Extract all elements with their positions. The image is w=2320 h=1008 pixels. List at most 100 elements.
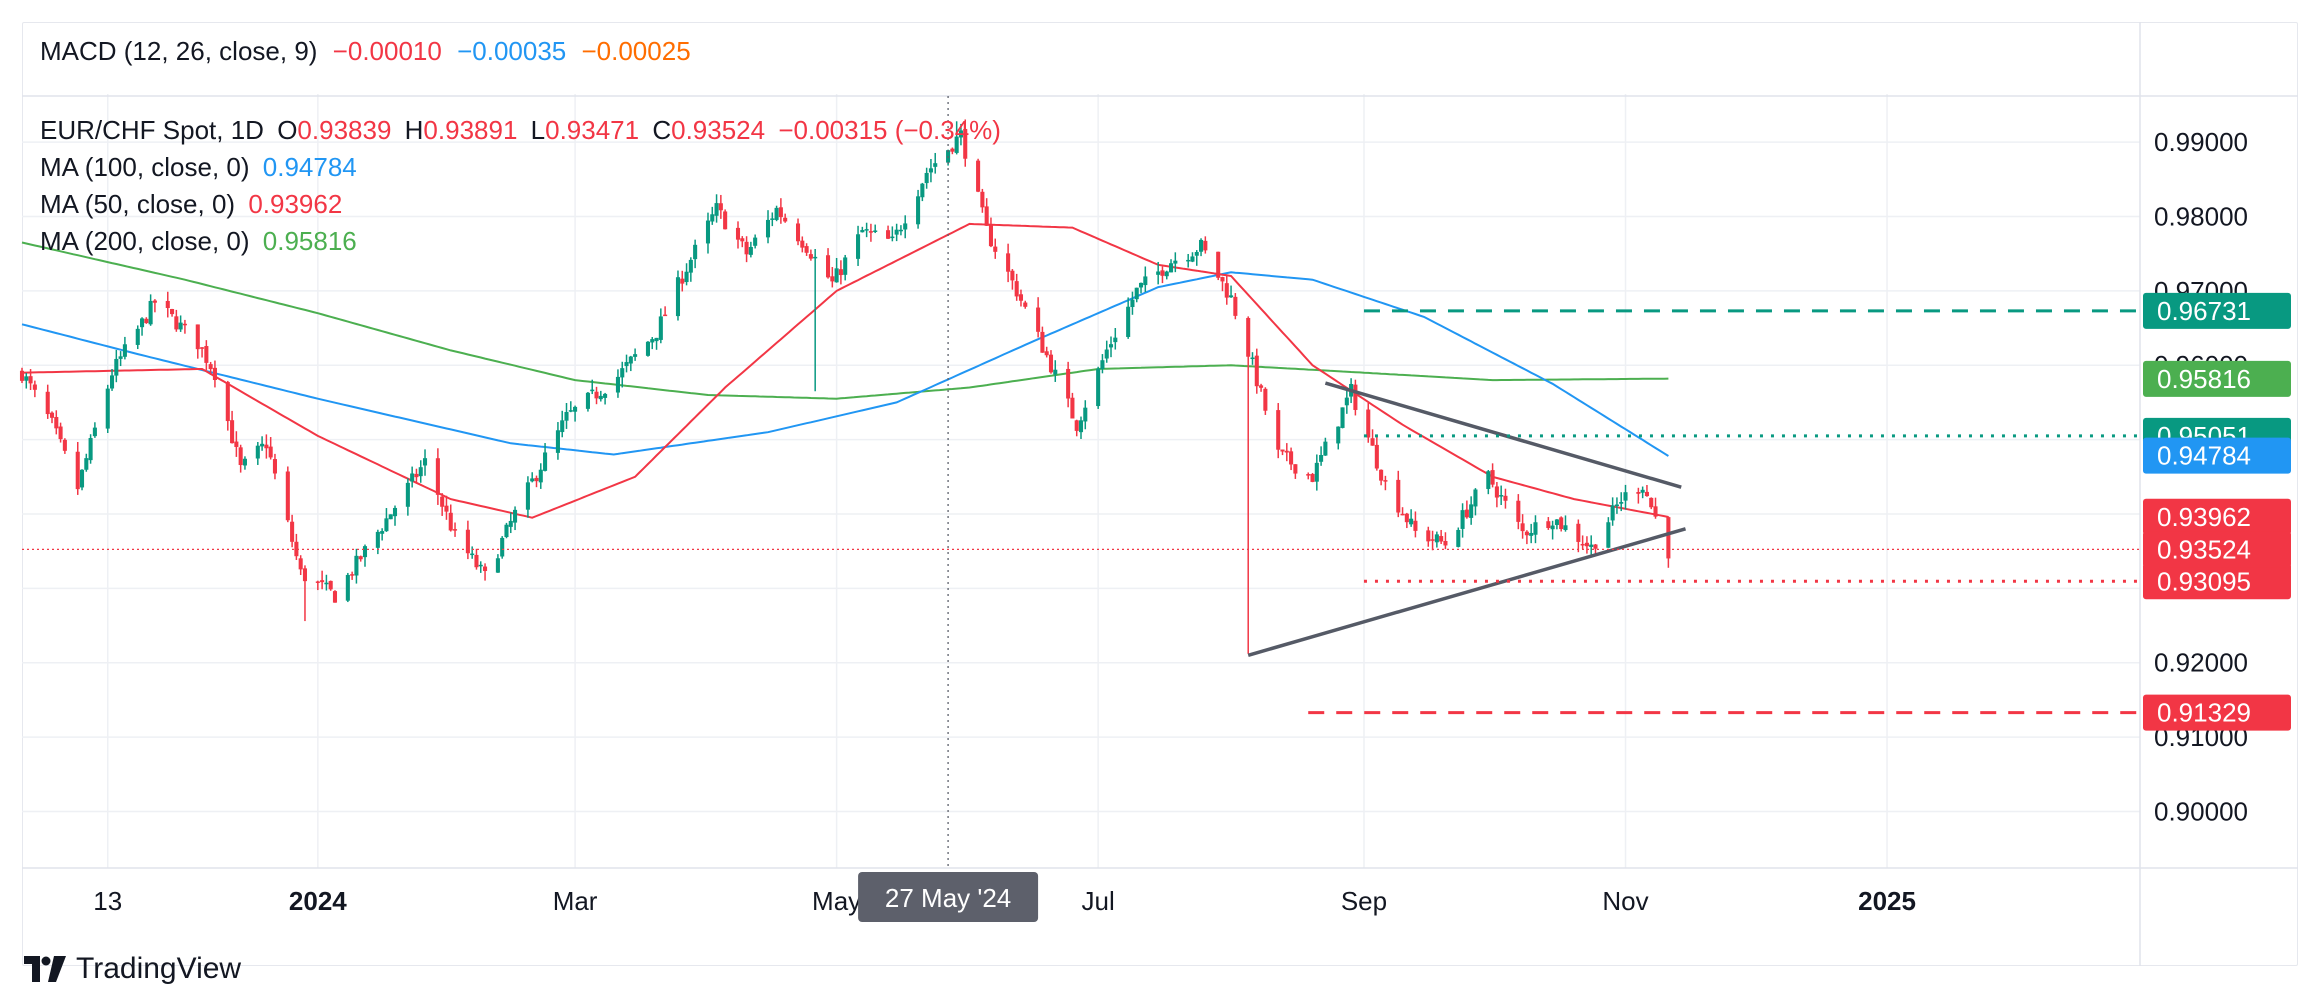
ohlc-row[interactable]: EUR/CHF Spot, 1D O0.93839 H0.93891 L0.93… — [40, 112, 1007, 149]
time-tick-label: May — [812, 886, 861, 916]
candle — [1559, 516, 1564, 532]
candle-body — [290, 521, 295, 542]
candle-body — [1353, 384, 1358, 410]
candle — [740, 236, 745, 248]
candle-body — [1649, 497, 1654, 508]
candle-body — [744, 241, 749, 255]
candle — [255, 442, 260, 465]
candle — [530, 472, 535, 483]
candle-body — [693, 244, 698, 260]
candle — [465, 520, 470, 560]
candle — [345, 572, 350, 603]
candle-body — [414, 473, 419, 478]
macd-indicator-legend[interactable]: MACD (12, 26, close, 9) −0.00010 −0.0003… — [40, 36, 699, 67]
crosshair-date-label: 27 May '24 — [885, 883, 1011, 913]
candle-body — [903, 223, 908, 230]
candle — [980, 188, 985, 213]
candle — [933, 152, 938, 174]
candle-body — [1606, 522, 1611, 548]
price-badge-label: 0.93095 — [2157, 566, 2251, 596]
candle-body — [1546, 521, 1551, 529]
candle — [1653, 497, 1658, 519]
ma200-row[interactable]: MA (200, close, 0) 0.95816 — [40, 223, 1007, 260]
candle-body — [1374, 444, 1379, 469]
candle — [1263, 387, 1268, 415]
candle — [1276, 403, 1281, 459]
candle — [1439, 529, 1444, 545]
candle — [1006, 243, 1011, 283]
candle-body — [886, 230, 891, 239]
candle — [470, 546, 475, 559]
price-badge-label: 0.96731 — [2157, 296, 2251, 326]
candle — [1546, 517, 1551, 530]
ma100-row[interactable]: MA (100, close, 0) 0.94784 — [40, 149, 1007, 186]
candle — [24, 372, 29, 389]
macd-signal-value: −0.00035 — [457, 36, 567, 66]
close-label: C — [652, 115, 672, 145]
candle — [744, 236, 749, 263]
candle-body — [452, 529, 458, 531]
price-badge-label: 0.93962 — [2157, 502, 2251, 532]
candle — [109, 369, 115, 391]
candle-body — [663, 314, 668, 317]
change-value: −0.00315 (−0.34%) — [778, 115, 1001, 145]
ma50-row[interactable]: MA (50, close, 0) 0.93962 — [40, 186, 1007, 223]
candle — [928, 158, 933, 183]
candle — [1259, 383, 1264, 392]
candle-body — [924, 172, 929, 184]
ma200-line — [21, 241, 1669, 400]
candle-body — [1524, 531, 1529, 536]
candle-body — [1366, 409, 1371, 438]
candle — [864, 222, 869, 238]
candle — [1576, 519, 1581, 553]
candle — [710, 206, 715, 225]
candle — [495, 554, 500, 573]
candle — [860, 226, 865, 233]
grid-lines — [22, 94, 2140, 868]
candle-body — [1130, 299, 1135, 308]
candle-body — [1186, 259, 1191, 262]
ma100-value: 0.94784 — [262, 152, 357, 182]
candle-body — [1396, 479, 1401, 513]
candle — [1224, 275, 1229, 305]
candle — [422, 449, 428, 476]
ma50-line — [21, 222, 1669, 519]
candle — [603, 392, 608, 405]
candle-body — [152, 300, 157, 303]
candle-body — [212, 367, 217, 380]
candle-body — [1469, 504, 1474, 518]
candle — [1404, 512, 1409, 529]
candle-body — [1619, 502, 1624, 504]
candle — [735, 221, 741, 249]
candle-body — [1413, 520, 1418, 531]
candle-body — [1426, 530, 1431, 542]
candle-body — [573, 406, 578, 412]
candle-body — [294, 541, 299, 557]
candle-body — [200, 347, 205, 349]
candle-body — [242, 458, 247, 466]
tradingview-brand[interactable]: TradingView — [24, 952, 241, 986]
candle-body — [1589, 544, 1594, 547]
candle — [778, 198, 783, 224]
candle — [328, 580, 333, 591]
candle-body — [1344, 397, 1349, 406]
candle-body — [1580, 543, 1585, 546]
candle — [543, 443, 548, 472]
candle — [75, 441, 80, 495]
candle-body — [1340, 407, 1345, 428]
candle — [1040, 326, 1045, 353]
candle-body — [1443, 541, 1448, 546]
candle-body — [1430, 539, 1435, 541]
candle-body — [54, 416, 59, 429]
candle-body — [302, 568, 308, 582]
candle — [1229, 285, 1234, 298]
candle — [538, 463, 543, 489]
candle — [808, 249, 813, 261]
candle-body — [122, 344, 127, 357]
candle — [984, 198, 989, 226]
candle — [890, 226, 895, 242]
candle-body — [1486, 471, 1491, 489]
candle-body — [808, 254, 813, 259]
candle-body — [680, 278, 685, 284]
